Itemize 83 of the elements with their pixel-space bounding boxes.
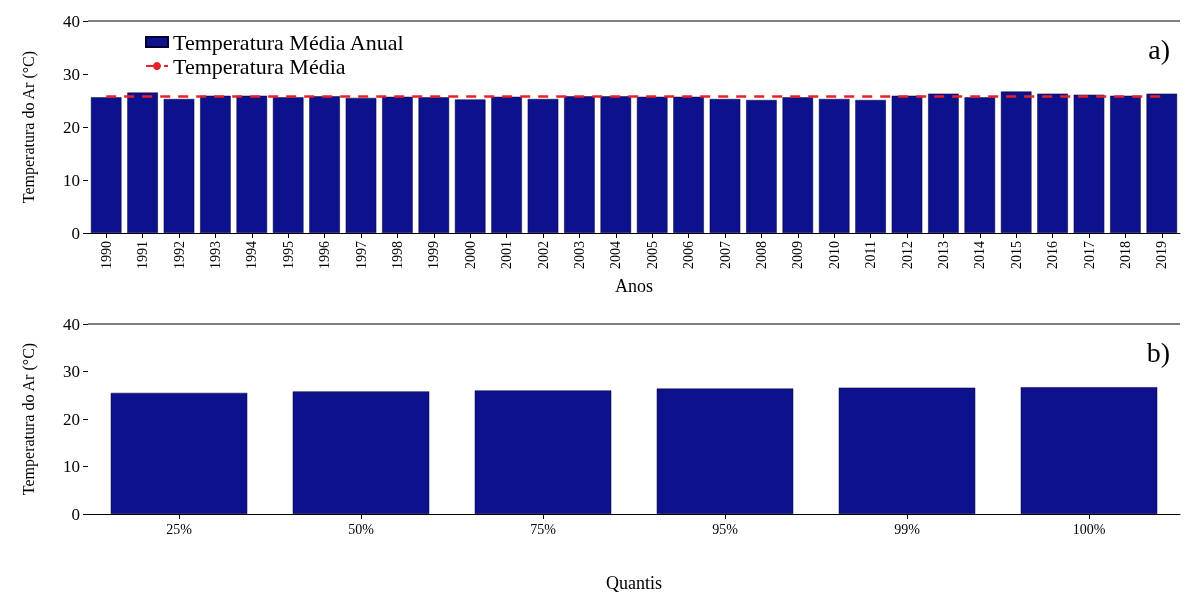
bar [527,98,559,234]
bar [673,96,704,234]
bar [709,98,741,234]
bar [345,97,377,234]
x-tick-label: 2012 [899,241,915,270]
bar [127,92,158,234]
y-tick-label: 40 [63,314,80,334]
bar [1146,93,1178,234]
bar [236,95,268,234]
x-tick-label: 1992 [171,241,187,270]
x-tick-label: 1996 [317,241,333,270]
x-tick-label: 1994 [244,241,260,270]
x-tick-label: 2006 [681,241,697,270]
x-tick-label: 1998 [389,241,405,270]
y-tick-label: 0 [71,223,80,243]
legend-label: Temperatura Média Anual [173,29,404,55]
x-tick-label: 99% [894,521,921,537]
x-tick-label: 2013 [935,241,951,270]
bar [782,97,814,234]
x-tick-label: 2003 [571,241,587,270]
bar [418,97,450,234]
y-tick-label: 0 [71,504,80,524]
bar [454,99,486,234]
x-tick-label: 1991 [135,241,151,270]
x-tick-label: 2017 [1081,241,1097,270]
x-tick-label: 2002 [535,241,551,270]
bar [746,100,777,234]
x-tick-label: 2011 [863,241,879,269]
x-axis-title: Quantis [606,573,662,593]
bar [1037,93,1068,234]
annotation: a) [1148,33,1171,65]
y-tick-label: 30 [63,362,80,381]
bar [891,95,923,234]
x-tick-label: 1990 [98,241,114,270]
x-tick-label: 2005 [644,241,660,270]
x-tick-label: 25% [166,521,193,537]
bar [163,98,195,234]
x-tick-label: 2019 [1154,241,1170,270]
x-tick-label: 2008 [753,241,769,270]
y-tick-label: 10 [63,457,80,476]
y-tick-label: 20 [63,409,80,429]
x-tick-label: 2007 [717,241,733,270]
y-tick-label: 30 [63,64,80,84]
x-tick-label: 95% [712,521,739,537]
bar [90,97,122,234]
x-tick-label: 1997 [353,241,369,270]
x-tick-label: 1995 [280,241,296,270]
x-tick-label: 100% [1072,521,1106,537]
bar [382,96,413,234]
x-tick-label: 2016 [1045,241,1061,270]
x-axis-title: Anos [614,276,654,296]
x-tick-label: 2001 [499,241,515,270]
bar [564,96,595,234]
bar [491,96,522,234]
y-tick-label: 10 [63,170,80,190]
y-tick-label: 20 [63,117,80,137]
x-tick-label: 2004 [608,241,624,270]
x-tick-label: 75% [530,521,557,537]
x-tick-label: 2018 [1117,241,1133,270]
annotation: b) [1146,336,1170,368]
y-axis-title: Temperatura do Ar (°C) [19,342,38,496]
bar [200,95,231,234]
bar [818,98,850,234]
x-tick-label: 2015 [1008,241,1024,270]
x-tick-label: 2014 [972,241,988,270]
bar [1110,95,1141,234]
y-axis-title: Temperatura do Ar (°C) [19,50,38,204]
bar [272,97,304,234]
y-tick-label: 40 [63,11,80,31]
bar [636,96,668,234]
x-tick-label: 2009 [790,241,806,270]
bar [1073,94,1105,234]
x-tick-label: 50% [348,521,375,537]
x-tick-label: 2010 [826,241,842,270]
bar [600,96,632,234]
bar [855,100,886,234]
bar [928,93,959,234]
bar [964,97,996,234]
x-tick-label: 1999 [426,241,442,270]
bar [1000,91,1032,234]
x-tick-label: 1993 [207,241,223,270]
x-tick-label: 2000 [462,241,478,270]
bar [309,96,340,234]
